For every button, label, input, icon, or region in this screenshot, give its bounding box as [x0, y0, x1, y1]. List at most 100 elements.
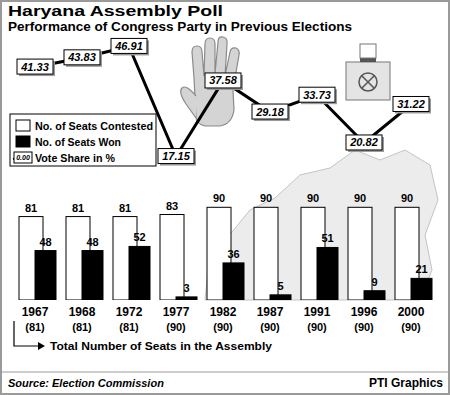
bar: [348, 207, 372, 300]
hand-thumb: [181, 87, 196, 118]
bar: [82, 251, 103, 300]
bar: [364, 291, 385, 300]
category-label: 1972: [116, 305, 143, 319]
legend-label: No. of Seats Contested: [35, 120, 153, 132]
line-label: 46.91: [114, 40, 143, 52]
line-label: 17.15: [162, 150, 190, 162]
value-box: [111, 38, 147, 53]
subtitle: Performance of Congress Party in Previou…: [8, 19, 352, 34]
bar-label: 90: [307, 192, 319, 204]
line-label: 20.82: [349, 136, 378, 148]
legend-label: No. of Seats Won: [35, 136, 121, 148]
category-label: 1982: [210, 305, 237, 319]
chart-container: Haryana Assembly PollPerformance of Cong…: [0, 0, 450, 395]
value-box: [64, 50, 100, 65]
title: Haryana Assembly Poll: [8, 3, 223, 19]
category-sublabel: (90): [307, 321, 327, 333]
category-label: 1987: [257, 305, 284, 319]
x-label-arrow: [38, 342, 45, 350]
legend-swatch: [16, 120, 30, 131]
line-label: 31.22: [397, 98, 425, 110]
bar: [317, 247, 338, 300]
line-label: 37.58: [209, 74, 237, 86]
category-label: 1968: [69, 305, 96, 319]
bar-label: 90: [213, 192, 225, 204]
ballot-box: [346, 62, 390, 100]
legend: No. of Seats Contested No. of Seats Won 0.…: [10, 114, 156, 166]
bar-label: 48: [86, 236, 98, 248]
bar-label: 3: [183, 282, 189, 294]
bar-label: 36: [227, 248, 239, 260]
line-label-boxes: 41.33 43.83 46.91 17.15 37.58 29.18 33.73 20.82…: [17, 38, 431, 165]
bar-label: 81: [25, 202, 37, 214]
hand-shape: [192, 37, 239, 126]
legend-frame: [10, 114, 156, 166]
category-sublabel: (81): [25, 321, 45, 333]
category-label: 1996: [351, 305, 378, 319]
bar: [176, 297, 197, 300]
value-box: [252, 104, 288, 119]
x-axis: 1967 1968 1972 1977 1982 1987 1991 1996 2000 (81)…: [14, 305, 425, 352]
bar-label: 9: [371, 276, 377, 288]
bar-label: 5: [277, 280, 283, 292]
legend-label: Vote Share in %: [35, 152, 115, 164]
map-decoration: [205, 150, 438, 300]
bar-label: 83: [166, 200, 178, 212]
bar-label: 51: [321, 232, 333, 244]
line-label: 41.33: [20, 61, 49, 73]
value-box: [205, 73, 241, 88]
value-box: [17, 59, 53, 74]
bars: [19, 207, 432, 300]
lines: [35, 46, 411, 156]
category-label: 1967: [22, 305, 49, 319]
frame: [1, 1, 449, 394]
ballot-slot: [360, 58, 376, 62]
bar-label: 81: [119, 202, 131, 214]
ballot-paper: [360, 44, 376, 58]
category-label: 2000: [398, 305, 425, 319]
vote-share-line: [35, 46, 411, 156]
bar-label: 90: [354, 192, 366, 204]
value-box: [299, 87, 335, 102]
legend-sample-label: 0.00: [16, 154, 30, 161]
category-sublabel: (90): [213, 321, 233, 333]
category-label: 1991: [304, 305, 331, 319]
bar: [270, 295, 291, 300]
ballot-cross: [362, 76, 374, 88]
category-sublabel: (90): [401, 321, 421, 333]
bar: [129, 246, 150, 300]
background: [0, 0, 450, 395]
bar-label: 52: [133, 231, 145, 243]
bar-label: 90: [401, 192, 413, 204]
line-label: 43.83: [67, 51, 96, 63]
bar: [35, 251, 56, 300]
category-sublabel: (90): [260, 321, 280, 333]
credit: PTI Graphics: [369, 376, 443, 390]
category-label: 1977: [163, 305, 190, 319]
chart-svg: Haryana Assembly PollPerformance of Cong…: [0, 0, 450, 395]
bar: [160, 215, 184, 300]
bar: [223, 263, 244, 300]
bar-label: 48: [39, 236, 51, 248]
value-box: [393, 96, 429, 111]
bar: [254, 207, 278, 300]
value-box: [158, 149, 194, 164]
footer-rule: [2, 372, 448, 373]
ballot-mark: [359, 73, 377, 91]
ballot-box-icon: [346, 44, 390, 100]
line-label: 33.73: [303, 89, 331, 101]
value-box: [346, 135, 382, 150]
category-sublabel: (81): [72, 321, 92, 333]
bar-label: 90: [260, 192, 272, 204]
source: Source: Election Commission: [8, 377, 164, 389]
x-axis-label: Total Number of Seats in the Assembly: [50, 340, 273, 352]
bar-label: 21: [415, 263, 427, 275]
bar: [411, 278, 432, 300]
line-label: 29.18: [255, 106, 284, 118]
category-sublabel: (90): [166, 321, 186, 333]
legend-box: [14, 152, 32, 163]
data-labels: 81 81 81 83 90 90 90 90 90 48 48 52 3 36 5 51 9 21: [25, 192, 428, 294]
category-sublabel: (90): [354, 321, 374, 333]
bar-label: 81: [72, 202, 84, 214]
legend-swatch: [16, 136, 30, 147]
